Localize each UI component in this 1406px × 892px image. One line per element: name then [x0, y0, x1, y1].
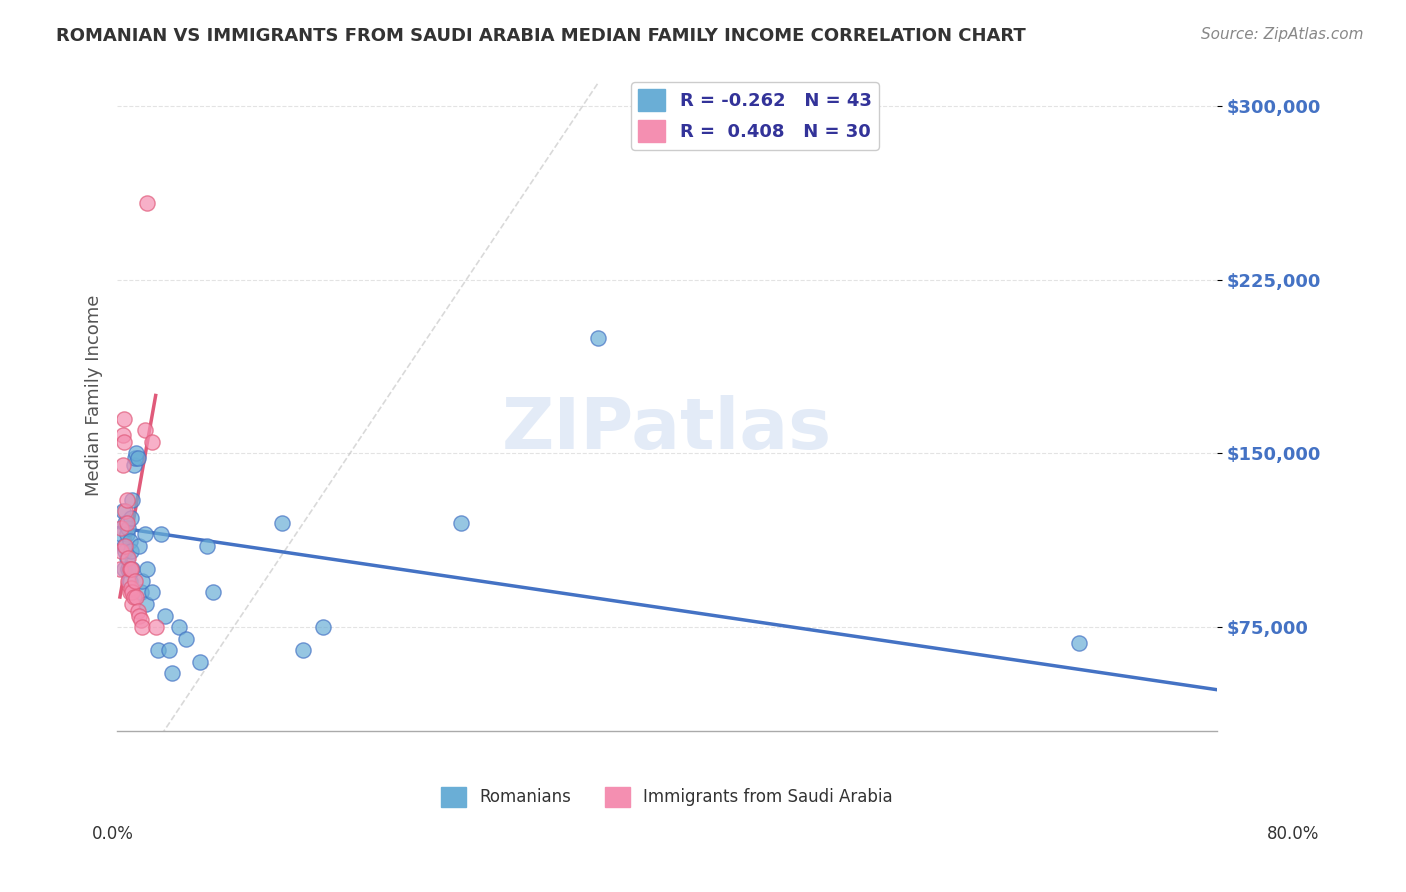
Point: [115, 527, 138, 541]
Point: [120, 511, 142, 525]
Point: [108, 562, 131, 576]
Point: [122, 590, 145, 604]
Point: [110, 543, 132, 558]
Point: [145, 620, 167, 634]
Point: [117, 574, 139, 588]
Point: [121, 562, 143, 576]
Point: [115, 492, 138, 507]
Point: [134, 423, 156, 437]
Point: [141, 434, 163, 449]
Point: [1069, 636, 1091, 650]
Point: [312, 620, 335, 634]
Point: [114, 539, 136, 553]
Point: [160, 666, 183, 681]
Point: [117, 520, 139, 534]
Text: 0.0%: 0.0%: [91, 825, 134, 843]
Point: [122, 458, 145, 472]
Point: [128, 608, 150, 623]
Point: [114, 516, 136, 530]
Point: [117, 562, 139, 576]
Point: [121, 585, 143, 599]
Point: [131, 574, 153, 588]
Point: [124, 450, 146, 465]
Point: [115, 550, 138, 565]
Point: [120, 581, 142, 595]
Point: [127, 450, 149, 465]
Point: [110, 527, 132, 541]
Point: [114, 543, 136, 558]
Point: [115, 516, 138, 530]
Point: [117, 550, 139, 565]
Point: [118, 574, 141, 588]
Point: [131, 620, 153, 634]
Point: [112, 562, 135, 576]
Point: [586, 330, 609, 344]
Point: [120, 562, 142, 576]
Point: [121, 597, 143, 611]
Point: [129, 585, 152, 599]
Point: [450, 516, 472, 530]
Point: [125, 446, 148, 460]
Legend: Romanians, Immigrants from Saudi Arabia: Romanians, Immigrants from Saudi Arabia: [434, 780, 900, 814]
Point: [141, 585, 163, 599]
Point: [134, 527, 156, 541]
Point: [202, 585, 225, 599]
Point: [118, 534, 141, 549]
Point: [291, 643, 314, 657]
Point: [157, 643, 180, 657]
Point: [174, 632, 197, 646]
Point: [112, 539, 135, 553]
Point: [135, 597, 157, 611]
Point: [118, 562, 141, 576]
Point: [195, 539, 218, 553]
Point: [155, 608, 177, 623]
Point: [125, 590, 148, 604]
Point: [124, 574, 146, 588]
Text: ROMANIAN VS IMMIGRANTS FROM SAUDI ARABIA MEDIAN FAMILY INCOME CORRELATION CHART: ROMANIAN VS IMMIGRANTS FROM SAUDI ARABIA…: [56, 27, 1026, 45]
Point: [118, 585, 141, 599]
Point: [136, 196, 159, 211]
Point: [112, 434, 135, 449]
Text: 80.0%: 80.0%: [1267, 825, 1319, 843]
Point: [120, 543, 142, 558]
Text: ZIPatlas: ZIPatlas: [502, 394, 832, 464]
Point: [111, 504, 134, 518]
Point: [121, 492, 143, 507]
Point: [148, 643, 170, 657]
Point: [114, 504, 136, 518]
Point: [111, 458, 134, 472]
Point: [127, 604, 149, 618]
Point: [167, 620, 190, 634]
Point: [188, 655, 211, 669]
Point: [111, 428, 134, 442]
Point: [136, 562, 159, 576]
Point: [129, 613, 152, 627]
Point: [150, 527, 173, 541]
Point: [128, 539, 150, 553]
Point: [112, 411, 135, 425]
Y-axis label: Median Family Income: Median Family Income: [86, 294, 103, 496]
Point: [110, 520, 132, 534]
Point: [271, 516, 294, 530]
Text: Source: ZipAtlas.com: Source: ZipAtlas.com: [1201, 27, 1364, 42]
